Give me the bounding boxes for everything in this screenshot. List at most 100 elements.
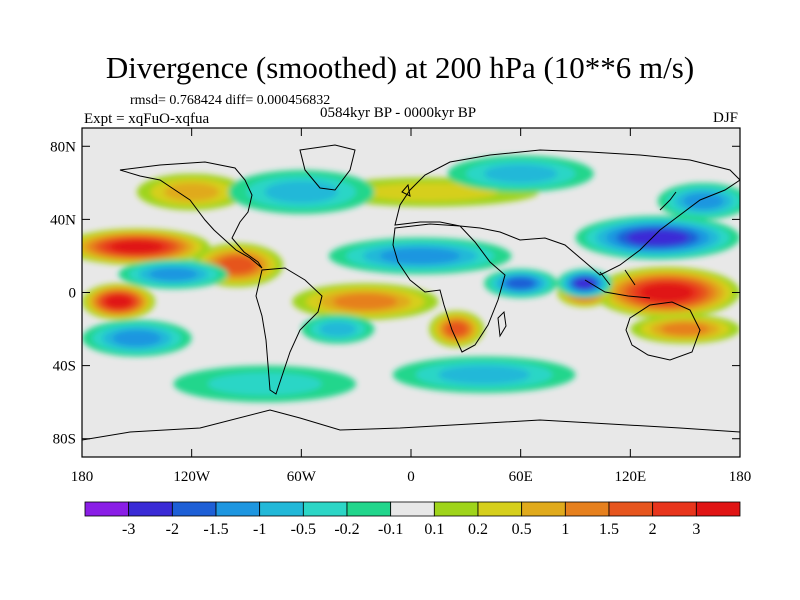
coastline-uk (401, 183, 411, 197)
coastline-greenland (299, 144, 356, 191)
lat-tick-label: 40S (53, 359, 76, 375)
coastline-africa (392, 223, 506, 353)
field-blob (447, 155, 594, 192)
field-contour (360, 182, 498, 202)
lon-tick-label: 60W (287, 469, 317, 485)
coastline-australia (625, 301, 701, 361)
colorbar-label: -0.5 (291, 521, 316, 538)
field-contour (380, 247, 461, 264)
field-contour (661, 322, 710, 336)
colorbar-swatch (477, 501, 523, 517)
field-contour (484, 164, 558, 183)
field-contour (219, 256, 256, 274)
coastline-eurasia (394, 149, 740, 276)
axes: 80N 40N 0 40S 80S 180 120W 60W 0 60E 120E 180 (50, 128, 751, 485)
colorbar-label: -1.5 (203, 521, 228, 538)
field-contour (574, 277, 595, 289)
field-blob (657, 182, 740, 220)
field-blob (228, 170, 375, 214)
coastline-antarctica (82, 409, 740, 441)
lon-tick-label: 180 (71, 469, 94, 485)
field-blob (328, 237, 512, 275)
coastline-north-america (119, 161, 263, 269)
colorbar-swatch (608, 501, 654, 517)
colorbar-label: 3 (692, 521, 700, 538)
chart-title: Divergence (smoothed) at 200 hPa (10**6 … (105, 50, 695, 85)
field-contour (105, 295, 132, 309)
field-contour (110, 240, 163, 254)
field-contour (683, 193, 724, 210)
field-contour (506, 277, 536, 290)
lon-tick-label: 60E (509, 469, 533, 485)
colorbar-label: 1.5 (599, 521, 619, 538)
field-blob (484, 268, 558, 298)
field-blob (118, 259, 229, 289)
colorbar-label: 0.1 (424, 521, 444, 538)
colorbar-swatch (433, 501, 479, 517)
field-contour (319, 321, 357, 337)
colorbar-swatch (171, 501, 217, 517)
field-contour (445, 321, 468, 337)
colorbar-label: -0.2 (334, 521, 359, 538)
field-contour (640, 283, 694, 302)
stats-label: rmsd= 0.768424 diff= 0.000456832 (130, 93, 331, 108)
colorbar-swatch (128, 501, 173, 517)
field-contour (149, 267, 198, 281)
field-blob (82, 319, 192, 357)
field-blob (292, 283, 439, 320)
field-contour (112, 330, 161, 347)
colorbar-swatch (652, 501, 697, 517)
field-blob (593, 266, 740, 319)
field-blob (173, 365, 357, 403)
field-blob (82, 283, 156, 320)
field-contour (264, 181, 338, 203)
period-label: 0584kyr BP - 0000kyr BP (320, 105, 477, 121)
coastline-south-america (255, 267, 323, 395)
lon-tick-label: 120E (614, 469, 646, 485)
lon-tick-label: 180 (729, 469, 752, 485)
colorbar: -3 -2 -1.5 -1 -0.5 -0.2 -0.1 0.1 0.2 0.5 1 1.5 2 3 (84, 501, 741, 538)
lat-tick-label: 80N (50, 139, 76, 155)
coastlines (82, 144, 740, 441)
colorbar-label: 0.2 (468, 521, 488, 538)
colorbar-swatch (390, 501, 435, 517)
colorbar-swatch (215, 501, 261, 517)
field-layer (82, 155, 740, 403)
colorbar-swatch (695, 501, 741, 517)
lon-tick-label: 120W (173, 469, 211, 485)
colorbar-swatch (521, 501, 566, 517)
coastline-japan (659, 191, 677, 211)
colorbar-label: -1 (253, 521, 266, 538)
colorbar-swatch (564, 501, 610, 517)
colorbar-swatch (259, 501, 304, 517)
field-contour (438, 365, 530, 384)
lon-tick-label: 0 (407, 469, 415, 485)
colorbar-label: 2 (649, 521, 657, 538)
field-blob (301, 314, 375, 344)
lat-tick-label: 80S (53, 432, 76, 448)
coastline-madagascar (497, 310, 507, 338)
colorbar-label: -0.1 (378, 521, 403, 538)
field-contour (333, 293, 398, 310)
season-label: DJF (712, 110, 738, 126)
coastline-indonesia (584, 269, 651, 299)
colorbar-swatch (302, 501, 348, 517)
colorbar-label: 0.5 (512, 521, 532, 538)
experiment-label: Expt = xqFuO-xqfua (84, 111, 210, 127)
colorbar-label: -3 (122, 521, 135, 538)
field-blob (82, 228, 210, 266)
field-blob (557, 268, 613, 298)
field-blob (630, 314, 740, 344)
lat-tick-label: 0 (69, 286, 77, 302)
field-blob (429, 310, 485, 348)
field-contour (626, 229, 689, 246)
colorbar-swatch (84, 501, 130, 517)
field-contour (164, 182, 220, 202)
lat-tick-label: 40N (50, 212, 76, 228)
field-blob (575, 215, 740, 260)
colorbar-label: -2 (166, 521, 179, 538)
colorbar-swatch (346, 501, 392, 517)
colorbar-label: 1 (561, 521, 569, 538)
field-blob (392, 356, 576, 394)
